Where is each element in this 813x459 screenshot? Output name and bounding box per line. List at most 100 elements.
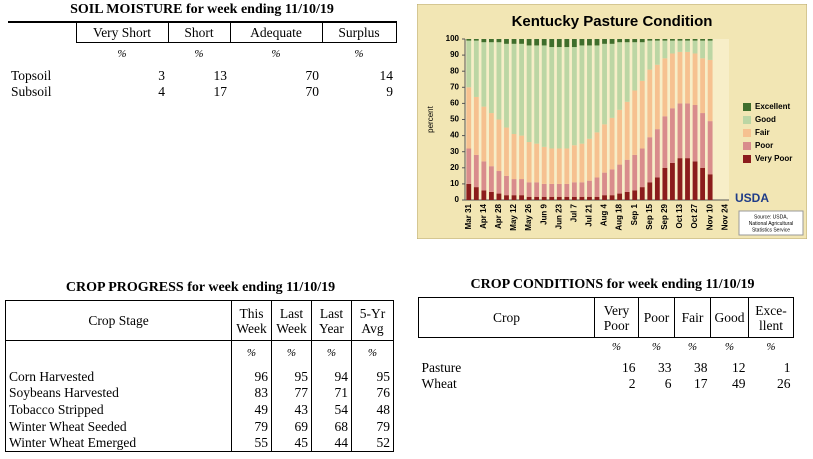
bar-segment: [677, 51, 683, 104]
bar-segment: [609, 39, 615, 44]
bar-segment: [670, 53, 675, 109]
bar-segment: [511, 195, 517, 200]
data-row: Corn Harvested 96 95 94 95: [5, 366, 394, 384]
row-label: Soybeans Harvested: [5, 383, 232, 401]
bar-segment: [511, 43, 517, 134]
cell-value: 79: [351, 417, 394, 435]
x-tick-label: Jul 21: [585, 203, 594, 226]
bar-segment: [473, 39, 479, 41]
data-row: Topsoil 3 13 70 14: [8, 66, 396, 83]
cell-value: 95: [271, 366, 312, 384]
unit: %: [271, 340, 312, 367]
bar-segment: [511, 39, 517, 44]
header-text: Year: [319, 320, 344, 336]
unit: %: [687, 341, 698, 354]
unit: %: [117, 47, 127, 60]
unit: %: [766, 341, 776, 354]
cell-value: 96: [231, 366, 272, 384]
cell-value: 95: [351, 366, 394, 384]
header-row: Crop Stage This Week Last Week Last Year 5-Yr Av…: [5, 300, 394, 341]
row-label: Winter Wheat Emerged: [5, 434, 232, 452]
column-header: 5-Yr Avg: [351, 300, 394, 341]
bar-segment: [488, 166, 494, 192]
cell-value: 26: [777, 375, 791, 391]
x-tick-label: Jul 7: [569, 203, 578, 222]
y-tick-label: 20: [450, 163, 459, 172]
column-header: Last Year: [311, 300, 352, 341]
bar-segment: [707, 59, 713, 122]
bar-segment: [602, 172, 607, 196]
y-tick-label: 100: [446, 34, 460, 43]
bar-segment: [571, 196, 577, 200]
cell-value: 70: [305, 68, 320, 83]
bar-segment: [587, 45, 592, 139]
bar-segment: [504, 195, 509, 200]
bar-segment: [639, 39, 645, 43]
bar-segment: [654, 40, 660, 65]
data-row: Winter Wheat Seeded 79 69 68 79: [5, 417, 394, 435]
unit: %: [231, 340, 272, 367]
cell-value: 70: [305, 84, 320, 99]
bar-segment: [609, 43, 615, 118]
bar-segment: [534, 143, 540, 183]
cell-value: 49: [231, 400, 272, 418]
bar-segment: [579, 45, 585, 144]
cell-value: 17: [694, 375, 708, 391]
data-row: Soybeans Harvested 83 77 71 76: [5, 383, 394, 401]
header-text: Exce-: [755, 302, 787, 318]
cell-value: 43: [271, 400, 312, 418]
bar-segment: [564, 39, 570, 48]
blank: [8, 42, 76, 66]
bar-segment: [549, 47, 555, 149]
bar-segment: [564, 196, 570, 200]
bar-segment: [647, 39, 653, 41]
bar-segment: [549, 196, 555, 200]
unit-row: %%%%: [8, 42, 396, 66]
bar-segment: [624, 42, 630, 102]
cell-value: 48: [351, 400, 394, 418]
cell-value: 79: [231, 417, 272, 435]
bar-segment: [707, 121, 713, 175]
bar-segment: [594, 132, 600, 178]
bar-segment: [594, 177, 600, 197]
bar-segment: [587, 138, 592, 181]
legend-label: Good: [755, 115, 776, 124]
bar-segment: [624, 159, 630, 192]
table: Very Short Short Adequate Surplus%%%% Topsoi…: [8, 21, 397, 100]
header-text: Week: [276, 320, 307, 336]
bar-segment: [654, 39, 660, 41]
crop-progress: CROP PROGRESS for week ending 11/10/19 Cr…: [5, 280, 396, 452]
unit: %: [271, 47, 281, 60]
bar-segment: [579, 143, 585, 183]
bar-segment: [534, 196, 540, 200]
bar-segment: [579, 196, 585, 200]
blank: [419, 338, 595, 358]
cell-value: 3: [158, 68, 165, 83]
header-text: This: [239, 305, 264, 321]
bar-segment: [504, 39, 509, 44]
bar-segment: [677, 103, 683, 159]
stub-header: [8, 22, 77, 42]
bar-segment: [496, 171, 502, 194]
bar-segment: [541, 196, 547, 200]
header-text: Poor: [643, 310, 670, 325]
bar-segment: [707, 174, 713, 200]
crop-conditions: CROP CONDITIONS for week ending 11/10/19…: [418, 277, 807, 392]
bar-segment: [541, 183, 547, 197]
x-tick-label: Oct 13: [675, 203, 684, 228]
cell-value: 49: [732, 375, 746, 391]
bar-segment: [534, 39, 540, 46]
bar-segment: [519, 39, 524, 44]
bar-segment: [549, 39, 555, 48]
bar-segment: [692, 40, 698, 54]
bar-segment: [632, 42, 638, 91]
row-label: Pasture: [421, 359, 462, 375]
cell-value: 1: [783, 359, 791, 375]
data-row: Tobacco Stripped 49 43 54 48: [5, 400, 394, 418]
cell-value: 4: [158, 84, 165, 99]
bar-segment: [677, 40, 683, 52]
bar-segment: [504, 175, 509, 196]
bar-segment: [662, 40, 668, 59]
unit-row: %%%%: [5, 340, 394, 367]
